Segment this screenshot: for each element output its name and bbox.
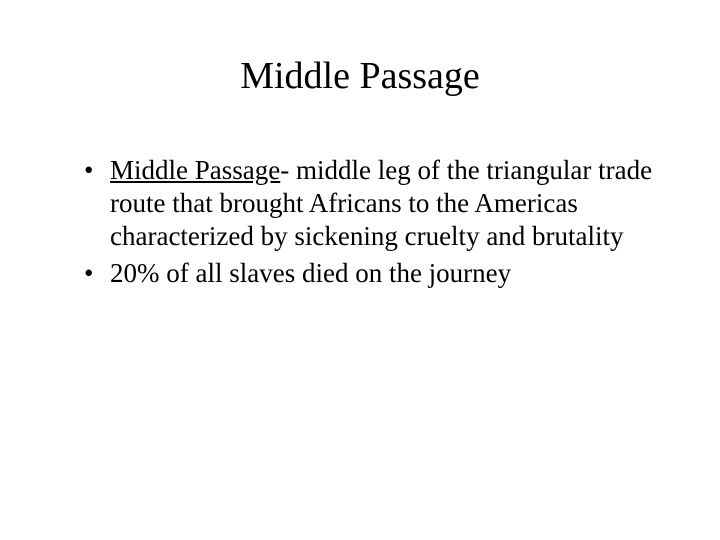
list-item: 20% of all slaves died on the journey [90,257,660,290]
bullet-term: Middle Passage [110,155,280,185]
list-item: Middle Passage- middle leg of the triang… [90,154,660,253]
bullet-text: 20% of all slaves died on the journey [110,258,511,288]
slide-title: Middle Passage [60,54,660,98]
slide: Middle Passage Middle Passage- middle le… [0,0,720,540]
bullet-list: Middle Passage- middle leg of the triang… [60,154,660,290]
